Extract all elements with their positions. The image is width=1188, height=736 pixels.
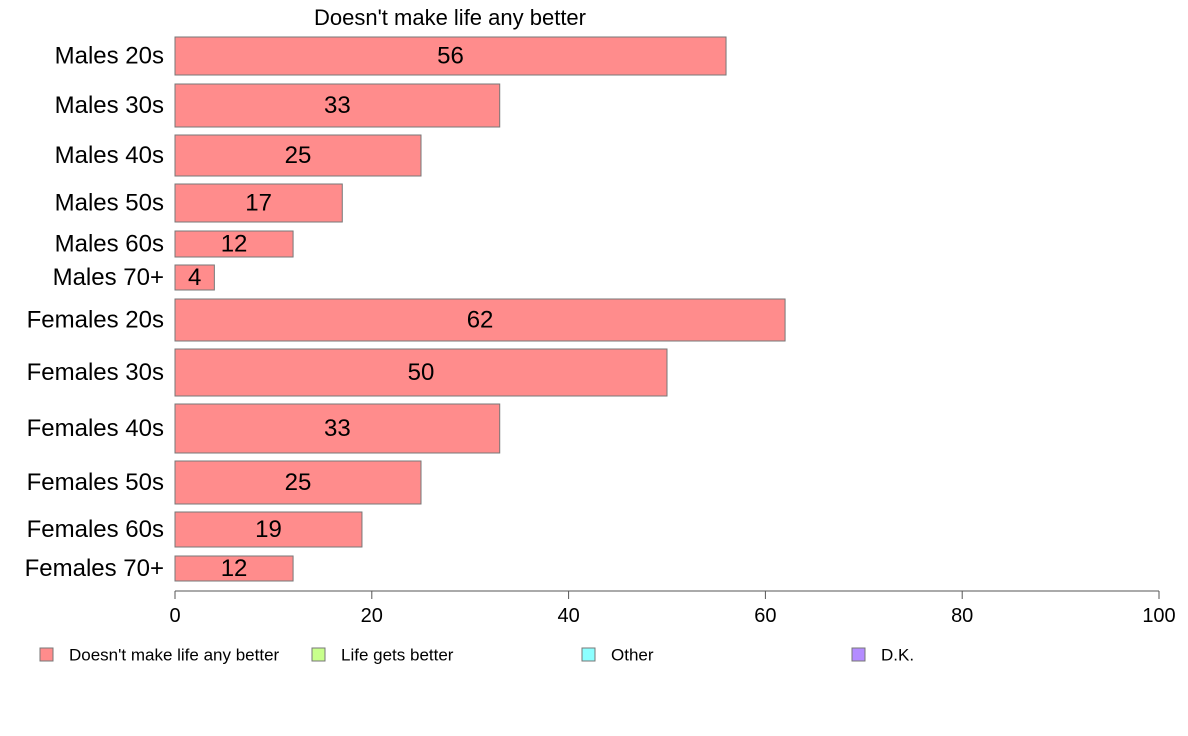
legend-label: Life gets better [341,646,454,665]
data-label: 12 [221,555,248,582]
category-label: Females 60s [27,516,164,543]
x-tick-label: 40 [557,605,579,627]
chart-title: Doesn't make life any better [314,5,586,30]
legend: Doesn't make life any better Life gets be… [39,646,914,665]
category-label: Females 50s [27,469,164,496]
data-label: 33 [324,92,351,119]
x-axis: 0 20 40 60 80 100 [169,590,1176,627]
bar [174,555,294,582]
bar [174,348,668,397]
category-label: Females 40s [27,415,164,442]
bar [174,230,294,258]
category-label: Males 50s [55,190,164,217]
x-tick-label: 20 [361,605,383,627]
category-label: Males 20s [55,43,164,70]
legend-swatch [311,647,326,662]
bar [174,460,422,505]
data-label: 12 [221,231,248,258]
bar [174,403,501,454]
data-label: 25 [285,142,312,169]
x-tick-label: 80 [951,605,973,627]
category-label: Females 70+ [25,555,164,582]
data-label: 33 [324,415,351,442]
data-label: 50 [408,359,435,386]
legend-swatch [581,647,596,662]
bar [174,134,422,177]
bar [174,511,363,548]
category-label: Females 20s [27,307,164,334]
bar [174,183,343,223]
data-label: 17 [245,190,272,217]
x-tick-label: 0 [169,605,180,627]
legend-label: D.K. [881,646,914,665]
data-label: 4 [188,264,201,291]
legend-swatch [851,647,866,662]
bar [174,298,786,342]
x-tick-label: 60 [754,605,776,627]
bar [174,36,727,76]
legend-swatch [39,647,54,662]
bar [174,83,501,128]
x-tick-label: 100 [1142,605,1175,627]
bar [174,264,215,291]
bars-group: Males 20s 56 Males 30s 33 Males 40s 25 Males 5… [25,36,786,582]
data-label: 19 [255,516,282,543]
category-label: Males 70+ [53,264,164,291]
category-label: Males 60s [55,231,164,258]
data-label: 25 [285,469,312,496]
category-label: Males 30s [55,92,164,119]
category-label: Males 40s [55,142,164,169]
data-label: 62 [467,307,494,334]
legend-label: Doesn't make life any better [69,646,280,665]
data-label: 56 [437,43,464,70]
category-label: Females 30s [27,359,164,386]
legend-label: Other [611,646,654,665]
